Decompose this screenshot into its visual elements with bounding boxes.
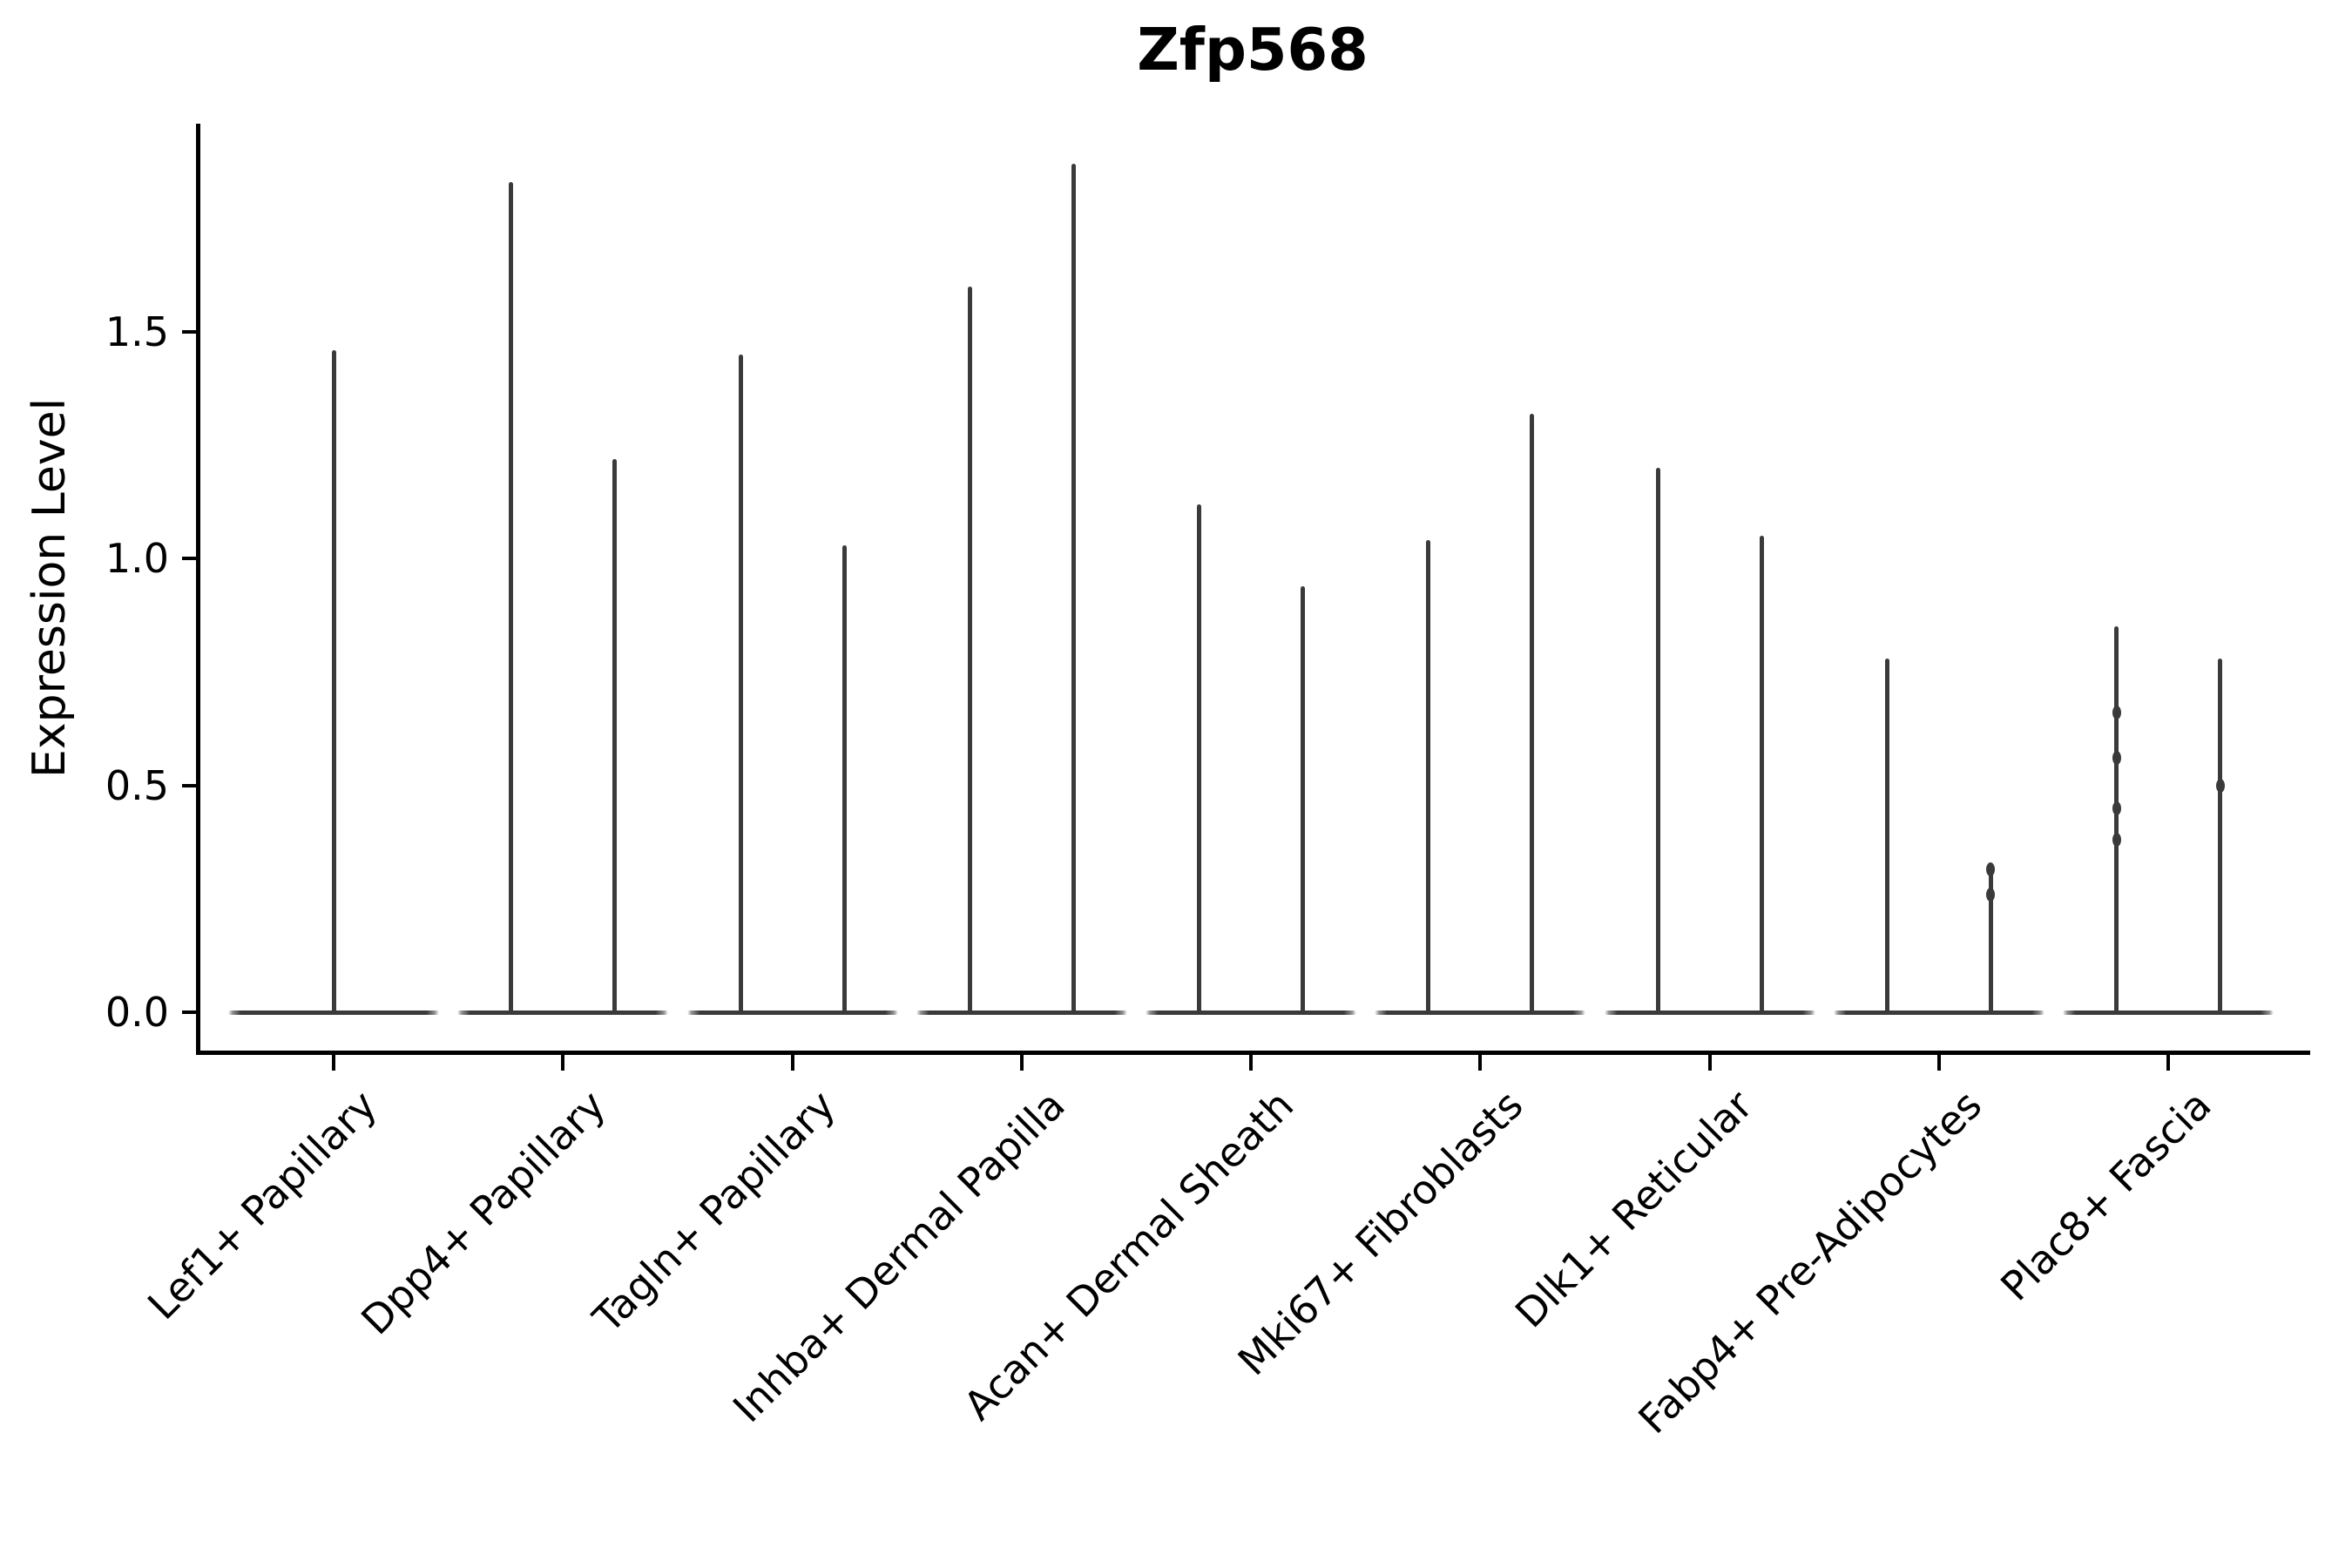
chart-title: Zfp568 bbox=[1137, 16, 1369, 84]
violin-knot bbox=[2112, 706, 2121, 720]
violin-spike bbox=[612, 458, 618, 1014]
y-tick-mark bbox=[182, 1010, 198, 1014]
violin-spike bbox=[509, 182, 514, 1014]
y-axis-label: Expression Level bbox=[24, 397, 76, 779]
violin-knot bbox=[2215, 778, 2225, 793]
violin-spike bbox=[331, 349, 336, 1014]
violin-spike bbox=[1530, 413, 1535, 1014]
violin-knot bbox=[1986, 887, 1996, 902]
violin-spike bbox=[738, 354, 743, 1014]
violin-spike bbox=[1884, 658, 1889, 1014]
left-axis-spine bbox=[196, 124, 200, 1055]
y-tick-mark bbox=[182, 783, 198, 787]
x-tick-mark bbox=[332, 1055, 335, 1071]
violin-base bbox=[2063, 1010, 2274, 1015]
x-tick-mark bbox=[1019, 1055, 1024, 1071]
y-tick-label: 1.0 bbox=[105, 535, 169, 583]
violin-spike bbox=[1071, 164, 1076, 1014]
x-tick-mark bbox=[1707, 1055, 1712, 1071]
violin-spike bbox=[967, 286, 972, 1014]
category-label: Dlk1+ Reticular bbox=[1505, 1081, 1761, 1337]
violin-base bbox=[686, 1010, 898, 1015]
violin-knot bbox=[1986, 862, 1996, 876]
x-tick-mark bbox=[1249, 1055, 1253, 1071]
y-tick-mark bbox=[182, 557, 198, 561]
violin-base bbox=[1375, 1010, 1586, 1015]
x-tick-mark bbox=[2166, 1055, 2170, 1071]
violin-spike bbox=[2218, 658, 2222, 1014]
bottom-axis-spine bbox=[196, 1051, 2310, 1055]
violin-spike bbox=[1655, 468, 1660, 1014]
violin-spike bbox=[2114, 626, 2119, 1014]
violin-spike bbox=[1197, 504, 1201, 1014]
violin-spike bbox=[1988, 867, 1993, 1014]
violin-knot bbox=[2112, 801, 2121, 815]
violin-base bbox=[1146, 1010, 1356, 1015]
violin-spike bbox=[1426, 540, 1431, 1014]
category-label: Lef1+ Papillary bbox=[138, 1081, 386, 1329]
violin-base bbox=[1833, 1010, 2044, 1015]
violin-knot bbox=[2112, 833, 2121, 848]
y-tick-label: 0.0 bbox=[105, 989, 169, 1036]
violin-spike bbox=[1759, 536, 1764, 1014]
x-tick-mark bbox=[1478, 1055, 1483, 1071]
category-label: Dpp4+ Papillary bbox=[352, 1081, 615, 1344]
violin-spike bbox=[841, 544, 847, 1014]
violin-base bbox=[457, 1010, 669, 1015]
x-tick-mark bbox=[1936, 1055, 1941, 1071]
y-tick-label: 0.5 bbox=[105, 761, 169, 809]
violin-base bbox=[1604, 1010, 1815, 1015]
x-tick-mark bbox=[561, 1055, 565, 1071]
category-label: Plac8+ Fascia bbox=[1991, 1081, 2220, 1310]
category-label: Tagln+ Papillary bbox=[584, 1081, 844, 1342]
violin-spike bbox=[1301, 585, 1305, 1014]
x-tick-mark bbox=[790, 1055, 794, 1071]
y-tick-label: 1.5 bbox=[105, 308, 169, 355]
y-tick-mark bbox=[182, 329, 198, 334]
violin-knot bbox=[2112, 751, 2121, 766]
violin-base bbox=[916, 1010, 1127, 1015]
